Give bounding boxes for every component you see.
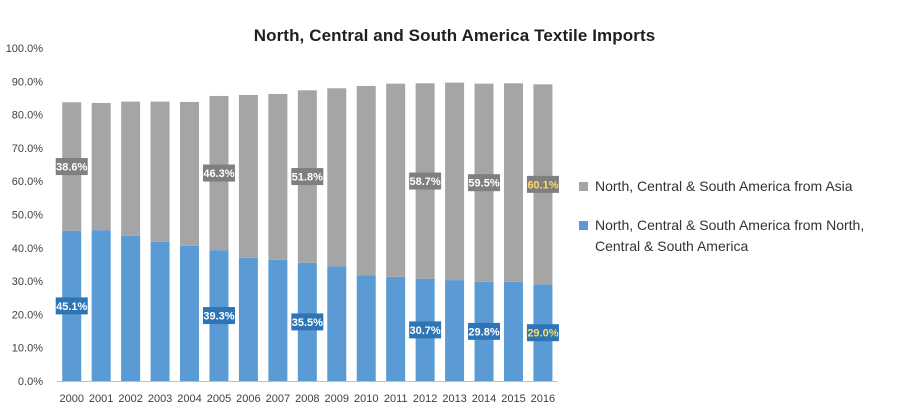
data-label-americas-2012: 30.7% — [410, 325, 441, 337]
x-tick-label: 2000 — [59, 393, 83, 405]
y-tick-label: 50.0% — [12, 210, 43, 222]
x-tick-label: 2011 — [384, 393, 408, 405]
bar-asia-2006 — [238, 94, 258, 258]
bar-asia-2011 — [386, 83, 406, 277]
data-label-americas-2008: 35.5% — [292, 317, 323, 329]
x-tick-label: 2012 — [413, 393, 437, 405]
data-label-asia-2000: 38.6% — [56, 162, 87, 174]
legend-swatch-asia — [579, 182, 588, 191]
y-tick-label: 90.0% — [12, 76, 43, 88]
bar-americas-2013 — [445, 280, 465, 381]
y-tick-label: 0.0% — [18, 376, 43, 388]
chart-title: North, Central and South America Textile… — [253, 26, 656, 45]
y-tick-label: 60.0% — [12, 176, 43, 188]
bar-americas-2003 — [150, 241, 170, 381]
data-label-americas-2014: 29.8% — [468, 326, 499, 338]
x-tick-label: 2016 — [531, 393, 555, 405]
bar-asia-2009 — [327, 88, 347, 267]
x-tick-label: 2008 — [295, 393, 319, 405]
bar-asia-2010 — [356, 85, 376, 276]
data-label-asia-2008: 51.8% — [292, 172, 323, 184]
y-tick-label: 70.0% — [12, 143, 43, 155]
bar-americas-2015 — [503, 281, 523, 381]
bar-asia-2015 — [503, 83, 523, 282]
y-tick-label: 100.0% — [6, 43, 44, 55]
bar-americas-2004 — [180, 245, 200, 381]
bar-americas-2002 — [121, 235, 141, 381]
bar-americas-2009 — [327, 266, 347, 381]
data-label-americas-2000: 45.1% — [56, 301, 87, 313]
data-label-americas-2005: 39.3% — [203, 311, 234, 323]
data-label-americas-2012-box — [409, 321, 442, 339]
data-label-americas-2008-box — [291, 313, 324, 331]
bar-asia-2013 — [445, 82, 465, 281]
x-tick-label: 2005 — [207, 393, 231, 405]
data-label-asia-2014-box — [468, 174, 501, 192]
legend-item-asia: North, Central & South America from Asia — [579, 176, 899, 197]
bar-asia-2002 — [121, 101, 141, 236]
data-label-asia-2016: 60.1% — [527, 179, 558, 191]
x-tick-label: 2003 — [148, 393, 172, 405]
x-tick-label: 2015 — [501, 393, 525, 405]
bar-asia-2001 — [91, 102, 111, 231]
data-label-americas-2016: 29.0% — [527, 328, 558, 340]
data-label-asia-2000-box — [55, 158, 88, 176]
data-label-americas-2000-box — [55, 297, 88, 315]
bar-asia-2007 — [268, 93, 288, 260]
x-tick-label: 2007 — [266, 393, 290, 405]
legend-item-americas: North, Central & South America from Nort… — [579, 215, 899, 257]
data-label-asia-2016-box — [526, 175, 559, 193]
bar-americas-2007 — [268, 259, 288, 381]
legend: North, Central & South America from Asia… — [579, 176, 899, 257]
x-tick-label: 2001 — [89, 393, 113, 405]
bar-asia-2003 — [150, 101, 170, 242]
x-tick-label: 2002 — [118, 393, 142, 405]
x-tick-label: 2013 — [442, 393, 466, 405]
legend-label-americas: North, Central & South America from Nort… — [595, 217, 865, 254]
data-label-asia-2012-box — [409, 172, 442, 190]
data-label-asia-2012: 58.7% — [410, 176, 441, 188]
bar-americas-2001 — [91, 230, 111, 381]
data-label-americas-2016-box — [526, 324, 559, 342]
y-tick-label: 40.0% — [12, 243, 43, 255]
data-label-americas-2005-box — [202, 307, 235, 325]
y-tick-label: 20.0% — [12, 309, 43, 321]
x-tick-label: 2009 — [325, 393, 349, 405]
data-label-americas-2014-box — [468, 322, 501, 340]
legend-swatch-americas — [579, 221, 588, 230]
data-label-asia-2008-box — [291, 168, 324, 186]
data-label-asia-2005-box — [202, 164, 235, 182]
bar-americas-2010 — [356, 275, 376, 381]
x-tick-label: 2010 — [354, 393, 378, 405]
bar-americas-2006 — [238, 257, 258, 381]
x-tick-label: 2006 — [236, 393, 260, 405]
bar-asia-2004 — [180, 101, 200, 246]
data-label-asia-2014: 59.5% — [468, 178, 499, 190]
y-tick-label: 30.0% — [12, 276, 43, 288]
bar-americas-2011 — [386, 276, 406, 381]
data-label-asia-2005: 46.3% — [203, 168, 234, 180]
y-tick-label: 10.0% — [12, 343, 43, 355]
legend-label-asia: North, Central & South America from Asia — [595, 178, 853, 194]
x-tick-label: 2014 — [472, 393, 496, 405]
y-tick-label: 80.0% — [12, 110, 43, 122]
x-tick-label: 2004 — [177, 393, 201, 405]
